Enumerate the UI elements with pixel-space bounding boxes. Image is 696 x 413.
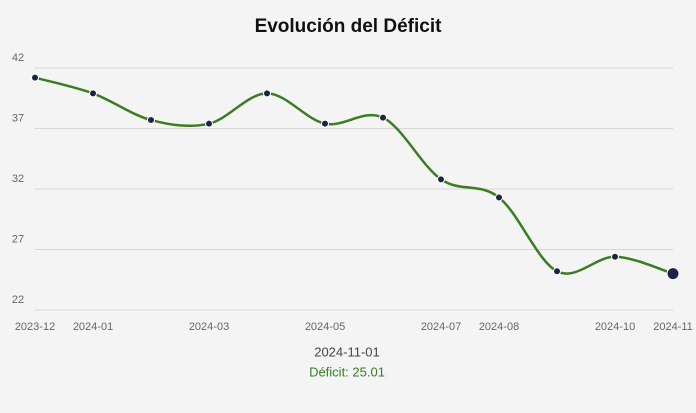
point <box>666 267 680 281</box>
point <box>437 175 445 184</box>
x-tick-label: 2024-01 <box>73 321 113 333</box>
point <box>147 116 155 125</box>
point <box>611 252 619 261</box>
x-tick-label: 2023-12 <box>15 321 55 333</box>
y-tick-label: 32 <box>12 173 24 185</box>
x-tick-label: 2024-10 <box>595 321 635 333</box>
point <box>379 113 387 122</box>
point <box>495 193 503 202</box>
x-tick-label: 2024-11 <box>653 321 693 333</box>
x-tick-label: 2024-08 <box>479 321 519 333</box>
point <box>553 267 561 276</box>
x-tick-label: 2024-05 <box>305 321 345 333</box>
y-tick-label: 27 <box>12 233 24 245</box>
y-tick-label: 42 <box>12 52 24 64</box>
point <box>321 119 329 128</box>
point <box>89 89 97 98</box>
y-tick-label: 37 <box>12 112 24 124</box>
point <box>205 119 213 128</box>
chart-title: Evolución del Déficit <box>255 16 443 37</box>
x-tick-label: 2024-03 <box>189 321 229 333</box>
y-tick-label: 22 <box>12 294 24 306</box>
point <box>31 73 39 82</box>
point <box>263 89 271 98</box>
x-tick-label: 2024-07 <box>421 321 461 333</box>
tooltip-text: Déficit: 25.01 <box>309 364 385 379</box>
tooltip-title: 2024-11-01 <box>314 344 380 359</box>
line <box>34 76 674 275</box>
